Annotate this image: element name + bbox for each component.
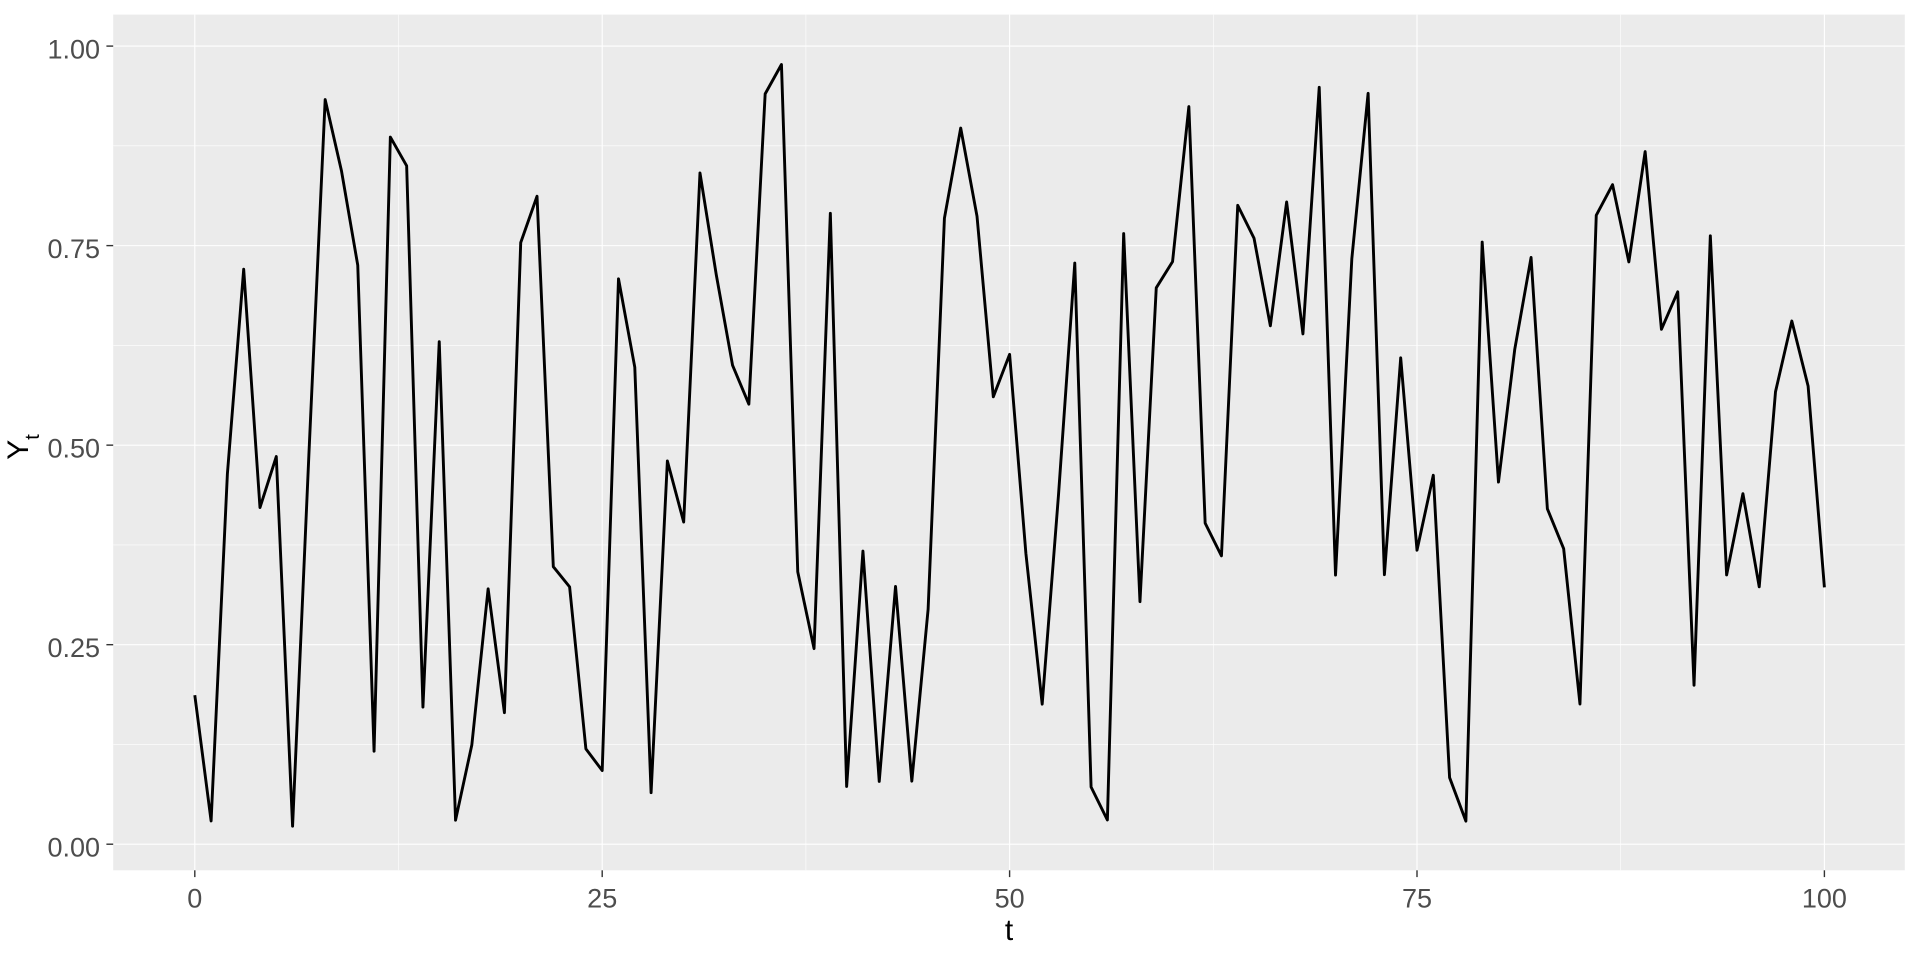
svg-text:1.00: 1.00 (47, 35, 100, 65)
svg-text:0.00: 0.00 (47, 833, 100, 863)
svg-text:100: 100 (1802, 884, 1847, 914)
svg-text:0.50: 0.50 (47, 434, 100, 464)
svg-text:25: 25 (587, 884, 617, 914)
svg-text:0: 0 (187, 884, 202, 914)
svg-text:Yt: Yt (2, 434, 44, 460)
svg-text:50: 50 (995, 884, 1025, 914)
svg-text:0.75: 0.75 (47, 234, 100, 264)
svg-text:0.25: 0.25 (47, 633, 100, 663)
svg-text:t: t (1005, 914, 1014, 947)
svg-text:75: 75 (1402, 884, 1432, 914)
